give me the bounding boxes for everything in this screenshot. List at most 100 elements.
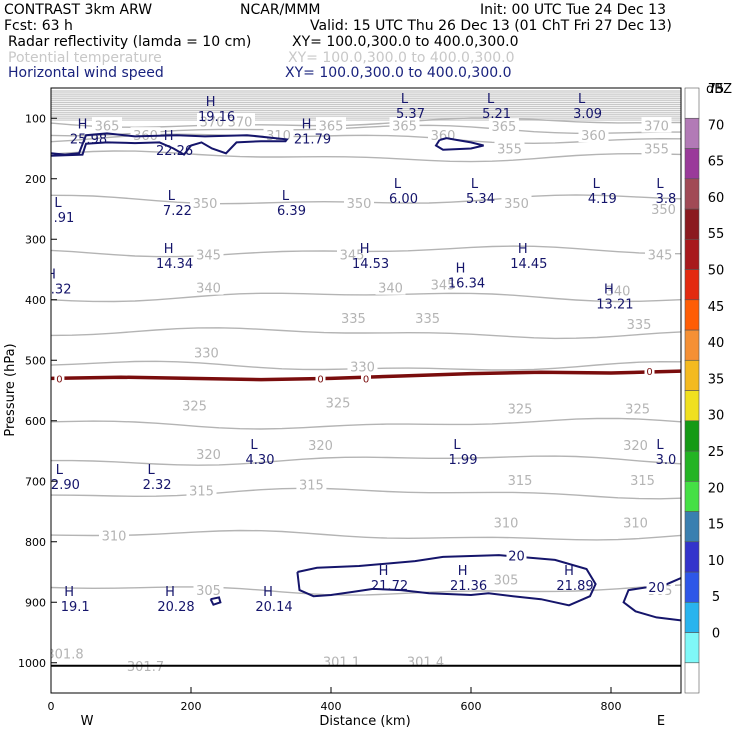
extremum-value: 20.14 <box>255 600 292 615</box>
colorbar-unit-label: dBZ <box>706 82 732 97</box>
theta-label-bg <box>130 127 161 143</box>
extremum-kind: L <box>487 92 495 107</box>
zero-label-bg <box>644 365 655 378</box>
theta-label-bg <box>51 645 80 661</box>
theta-label: 301.7 <box>127 660 164 675</box>
extremum-kind: L <box>54 196 62 211</box>
theta-label: 325 <box>182 400 207 415</box>
colorbar-swatch <box>684 299 700 331</box>
extremum-value: 4.30 <box>246 453 275 468</box>
extremum-value: 22.26 <box>156 144 193 159</box>
extremum-kind: L <box>168 189 176 204</box>
wind-contour <box>622 577 681 622</box>
theta-isentrope-370 <box>51 117 681 129</box>
colorbar-swatch <box>684 148 700 180</box>
colorbar-level-label: 10 <box>708 554 725 569</box>
wind-label-bg <box>506 547 527 563</box>
theta-label-bg <box>491 514 521 530</box>
theta-label: 315 <box>299 478 324 493</box>
wind-contour <box>51 132 289 157</box>
zero-label-bg <box>54 372 65 385</box>
colorbar-level-label: 15 <box>708 518 725 533</box>
theta-label: 310 <box>102 530 127 545</box>
extremum-value: 19.16 <box>198 110 235 125</box>
theta-label: 335 <box>627 318 652 333</box>
wind-contour <box>296 554 597 607</box>
zero-contour-label: 0 <box>363 374 369 385</box>
theta-label-bg <box>645 246 675 262</box>
colorbar-level-label: 45 <box>708 300 725 315</box>
extremum-value: 3.32 <box>43 283 72 298</box>
y-tick-label: 200 <box>25 173 46 186</box>
colorbar-swatch <box>684 480 700 512</box>
x-tick-label: 200 <box>181 700 202 713</box>
theta-label-bg <box>622 400 653 416</box>
extremum-value: 14.34 <box>156 257 193 272</box>
theta-label-bg <box>338 309 369 325</box>
theta-label: 330 <box>194 346 219 361</box>
theta-label: 350 <box>347 197 372 212</box>
colorbar-swatch <box>684 359 700 391</box>
colorbar-level-label: 55 <box>708 227 725 242</box>
theta-label-bg <box>641 117 672 133</box>
theta-label-bg <box>578 127 609 143</box>
extremum-kind: H <box>78 118 88 133</box>
colorbar-level-label: 65 <box>708 155 725 170</box>
colorbar-swatch <box>684 420 700 452</box>
extremum-kind: L <box>401 92 409 107</box>
theta-label-bg <box>428 276 458 292</box>
theta-label: 335 <box>341 312 366 327</box>
colorbar-level-label: 5 <box>712 590 720 605</box>
theta-label-bg <box>193 279 224 295</box>
colorbar-swatch <box>684 87 700 119</box>
theta-label: 345 <box>196 248 221 263</box>
colorbar-swatch <box>684 601 700 633</box>
colorbar-level-label: 0 <box>712 627 720 642</box>
theta-label-bg <box>603 282 633 298</box>
extremum-kind: L <box>282 189 290 204</box>
theta-label: 330 <box>350 360 375 375</box>
extremum-kind: H <box>46 268 56 283</box>
extremum-value: 5.34 <box>466 192 495 207</box>
theta-label-bg <box>190 194 220 210</box>
theta-label: 325 <box>508 403 533 418</box>
theta-label-bg <box>197 113 227 129</box>
colorbar-level-label: 40 <box>708 336 725 351</box>
colorbar-swatch <box>684 390 700 422</box>
x-axis-label: Distance (km) <box>319 714 410 729</box>
theta-label-bg <box>99 527 129 543</box>
extremum-value: 16.34 <box>448 277 485 292</box>
y-tick-label: 700 <box>25 475 46 488</box>
legend-wind-name: Horizontal wind speed <box>8 65 164 81</box>
colorbar-level-label: 75 <box>708 82 725 97</box>
theta-isentrope-320 <box>51 455 681 466</box>
extremum-value: 5.37 <box>396 107 425 122</box>
theta-label: 325 <box>625 403 650 418</box>
extremum-kind: L <box>656 438 664 453</box>
colorbar-level-label: 35 <box>708 372 725 387</box>
wind-contour-label: 20 <box>508 550 525 565</box>
theta-label: 301.8 <box>46 648 83 663</box>
colorbar-level-label: 50 <box>708 264 725 279</box>
colorbar-swatch <box>684 632 700 664</box>
theta-label: 365 <box>95 120 120 135</box>
theta-label-bg <box>296 476 327 492</box>
y-tick-label: 300 <box>25 233 46 246</box>
theta-label: 310 <box>494 516 519 531</box>
y-tick-label: 600 <box>25 415 46 428</box>
extremum-value: 13.21 <box>596 298 633 313</box>
theta-label-bg <box>375 279 406 295</box>
theta-label-bg <box>641 140 672 156</box>
legend-theta-xy: XY= 100.0,300.0 to 400.0,300.0 <box>288 50 515 66</box>
colorbar-level-label: 20 <box>708 481 725 496</box>
zero-contour-label: 0 <box>317 374 323 385</box>
theta-label: 301.4 <box>407 656 444 671</box>
legend-radar-xy: XY= 100.0,300.0 to 400.0,300.0 <box>292 34 519 50</box>
theta-label: 315 <box>189 484 214 499</box>
x-tick-label: 0 <box>48 700 55 713</box>
colorbar-swatch <box>684 238 700 270</box>
extremum-value: 19.1 <box>61 600 90 615</box>
theta-label: 350 <box>651 203 676 218</box>
extremum-kind: L <box>578 92 586 107</box>
